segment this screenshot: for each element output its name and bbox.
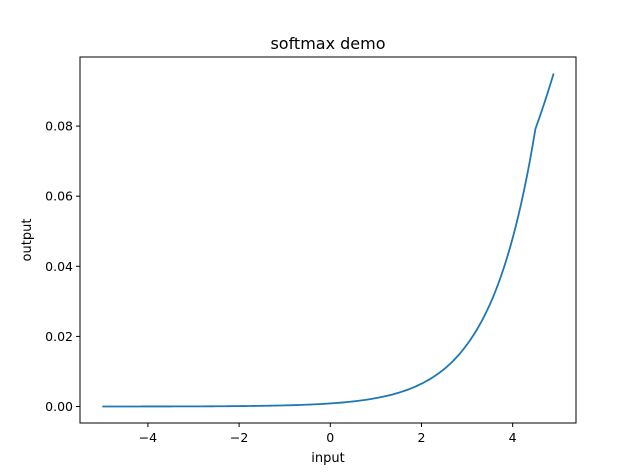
chart-title: softmax demo: [270, 34, 385, 53]
y-tick-label: 0.06: [45, 189, 73, 204]
x-tick-label: 4: [509, 430, 517, 445]
x-tick-label: −2: [230, 430, 248, 445]
plot-area: [102, 73, 555, 408]
x-axis-label: input: [311, 451, 344, 466]
y-tick-label: 0.08: [45, 119, 73, 134]
y-tick-label: 0.04: [45, 259, 73, 274]
y-tick-label: 0.00: [45, 399, 73, 414]
x-tick-label: 2: [417, 430, 425, 445]
y-axis-label: output: [20, 219, 35, 262]
x-axis: −4 −2 0 2 4: [139, 423, 517, 445]
series-line: [102, 73, 555, 408]
y-tick-label: 0.02: [45, 329, 73, 344]
axes-frame: [79, 56, 577, 424]
x-tick-label: 0: [326, 430, 334, 445]
y-axis: 0.00 0.02 0.04 0.06 0.08: [45, 119, 80, 414]
x-tick-label: −4: [139, 430, 157, 445]
